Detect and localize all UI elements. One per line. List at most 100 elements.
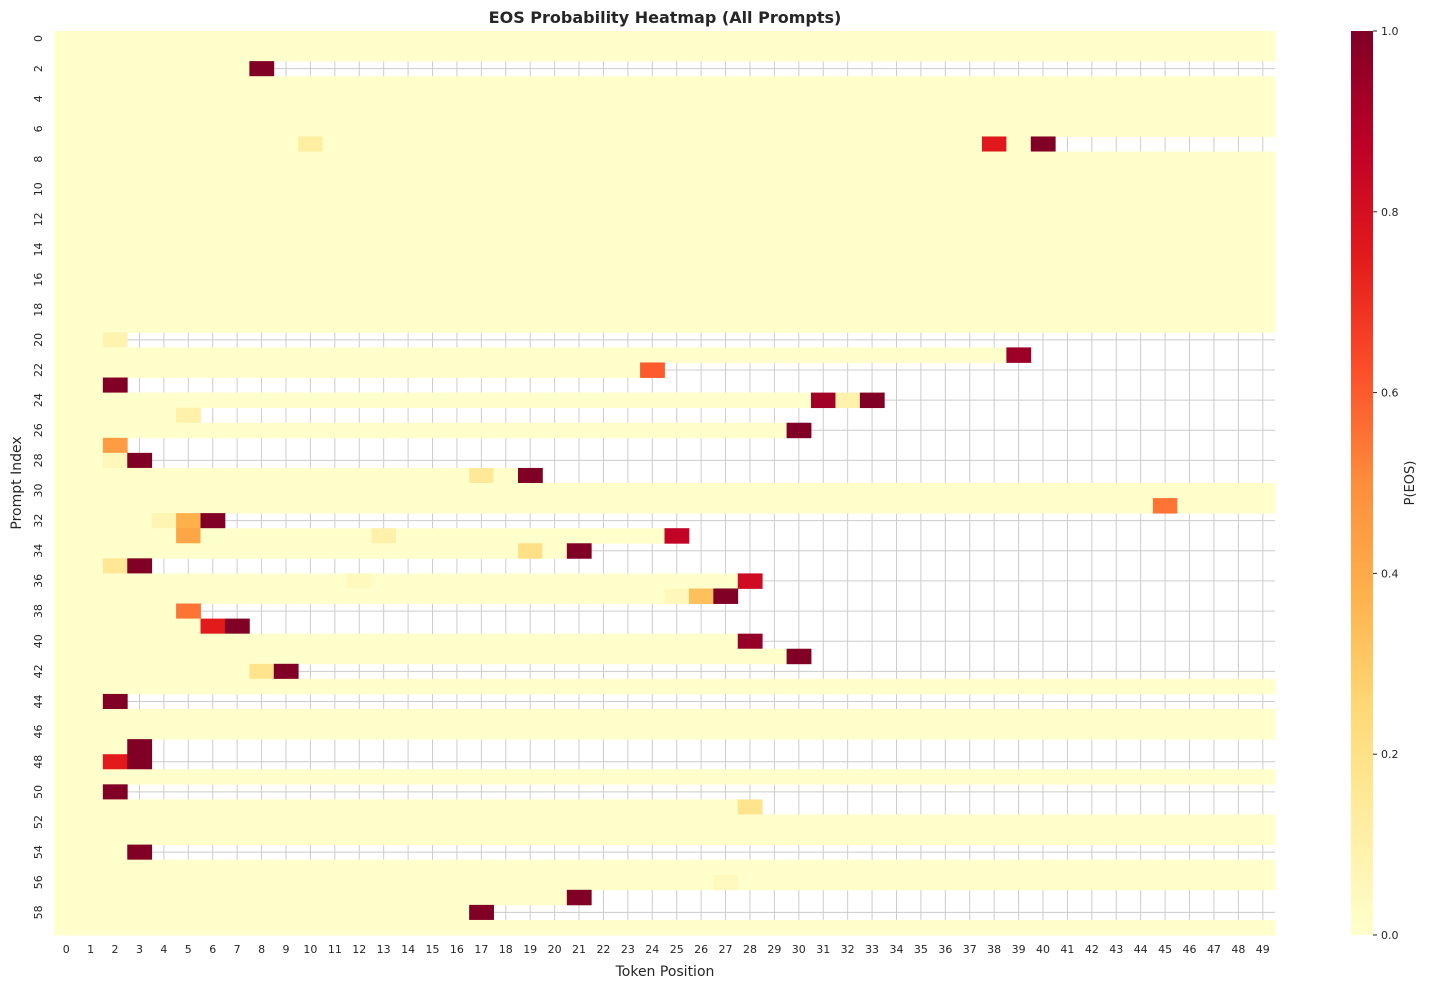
heatmap-cell [615,724,641,740]
heatmap-cell [811,814,836,830]
heatmap-cell [542,347,568,363]
heatmap-cell [1128,859,1154,876]
heatmap-cell [762,272,787,288]
heatmap-cell [908,829,934,845]
heatmap-cell [224,362,250,378]
heatmap-cell [395,31,421,47]
heatmap-cell [249,467,275,484]
heatmap-cell [542,799,568,815]
heatmap-cell [835,121,861,137]
heatmap-cell [640,859,665,876]
heatmap-cell [884,317,910,333]
heatmap-cell [54,241,79,258]
heatmap-cell [762,46,787,62]
heatmap-cell [1250,181,1276,198]
heatmap-cell [54,844,79,861]
heatmap-cell [249,422,275,439]
heatmap-cell [224,799,250,815]
heatmap-cell [933,272,958,288]
heatmap-cell [78,287,104,303]
heatmap-cell [1128,498,1154,514]
heatmap-cell [151,362,177,378]
heatmap-cell [688,317,714,333]
heatmap-cell [54,904,79,921]
heatmap-cell [347,467,372,484]
heatmap-cell [1226,121,1251,137]
heatmap-cell [395,287,421,303]
heatmap-cell [957,121,983,137]
heatmap-cell [444,166,470,183]
heatmap-cell [249,241,275,258]
heatmap-cell [737,241,763,258]
heatmap-cell [249,678,275,695]
heatmap-cell [835,31,861,47]
heatmap-cell [347,648,372,665]
heatmap-cell [566,121,592,137]
heatmap-cell [1201,317,1227,333]
heatmap-cell [957,498,983,514]
heatmap-cell [469,362,494,378]
heatmap-cell [78,31,104,47]
heatmap-cell [127,241,153,258]
heatmap-cell [762,483,787,499]
heatmap-cell [1177,287,1203,303]
heatmap-cell [249,106,275,122]
heatmap-cell [78,317,104,333]
heatmap-cell [859,814,885,830]
heatmap-cell [493,257,519,273]
heatmap-cell [737,136,763,152]
heatmap-cell [347,287,372,303]
heatmap-cell [200,724,226,740]
heatmap-cell [640,498,665,514]
heatmap-cell [957,196,983,213]
heatmap-cell [981,874,1007,891]
heatmap-cell [957,724,983,740]
heatmap-cell [591,362,617,378]
heatmap-cell [395,362,421,378]
heatmap-cell [908,287,934,303]
heatmap-cell [420,181,446,198]
heatmap-cell [127,724,153,740]
heatmap-cell [713,241,739,258]
heatmap-cell [102,241,128,258]
heatmap-cell [151,769,177,785]
heatmap-cell [1055,859,1081,876]
heatmap-cell [884,859,910,876]
heatmap-cell [102,181,128,198]
heatmap-cell [1201,498,1227,514]
heatmap-cell [615,46,641,62]
heatmap-cell [737,769,763,785]
heatmap-cell [347,769,372,785]
heatmap-cell [395,181,421,198]
heatmap-cell [469,573,494,589]
heatmap-cell [1104,814,1129,830]
heatmap-cell [371,498,397,514]
heatmap-cell [151,226,177,243]
heatmap-cell [1226,814,1251,830]
heatmap-cell [1177,31,1203,47]
heatmap-cell [78,904,104,921]
heatmap-cell [420,392,446,409]
heatmap-cell [493,859,519,876]
heatmap-cell [420,648,446,665]
heatmap-cell [127,558,153,574]
heatmap-cell [444,287,470,303]
heatmap-cell [127,257,153,273]
heatmap-cell [1177,257,1203,273]
heatmap-cell [322,272,348,288]
x-tick-label: 5 [185,943,192,956]
heatmap-cell [811,166,836,183]
heatmap-cell [835,46,861,62]
heatmap-cell [54,332,79,348]
heatmap-cell [713,799,739,815]
heatmap-cell [1128,91,1154,107]
x-tick-label: 16 [450,943,464,956]
heatmap-cell [371,226,397,243]
heatmap-cell [395,678,421,695]
x-axis-label: Token Position [615,964,715,980]
heatmap-cell [1152,859,1178,876]
x-tick-label: 41 [1060,943,1074,956]
heatmap-cell [1055,241,1081,258]
heatmap-cell [176,362,201,378]
heatmap-cell [859,874,885,891]
